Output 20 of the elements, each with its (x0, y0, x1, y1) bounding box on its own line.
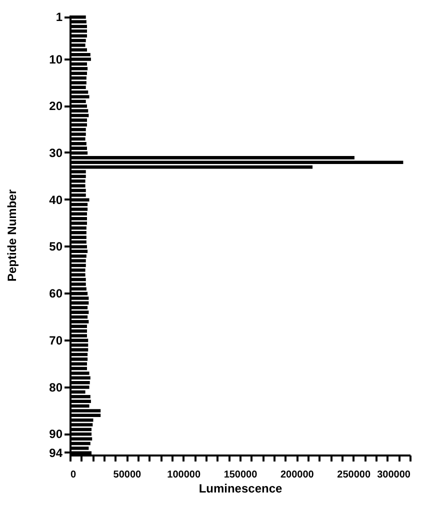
x-tick-label: 0 (70, 470, 76, 480)
y-tick-label: 10 (49, 52, 63, 66)
x-tick-label: 300000 (377, 470, 411, 480)
y-tick-label: 70 (49, 333, 63, 348)
y-tick-label: 40 (49, 192, 63, 207)
x-axis-title: Luminescence (198, 482, 283, 496)
x-tick-label: 150000 (224, 470, 258, 480)
y-tick-label: 20 (49, 99, 63, 114)
x-tick-label: 50000 (113, 470, 142, 480)
y-tick-label: 94 (49, 446, 63, 460)
x-tick-label: 100000 (167, 470, 201, 480)
y-tick-label: 1 (56, 10, 63, 24)
x-tick-label: 200000 (280, 470, 314, 480)
y-tick-label: 90 (49, 427, 63, 442)
y-tick-label: 80 (49, 380, 63, 394)
y-tick-label: 50 (49, 240, 63, 254)
y-tick-label: 60 (49, 286, 63, 301)
y-axis-title: Peptide Number (5, 189, 20, 282)
x-tick-label: 250000 (337, 470, 371, 480)
y-tick-label: 30 (49, 146, 63, 160)
